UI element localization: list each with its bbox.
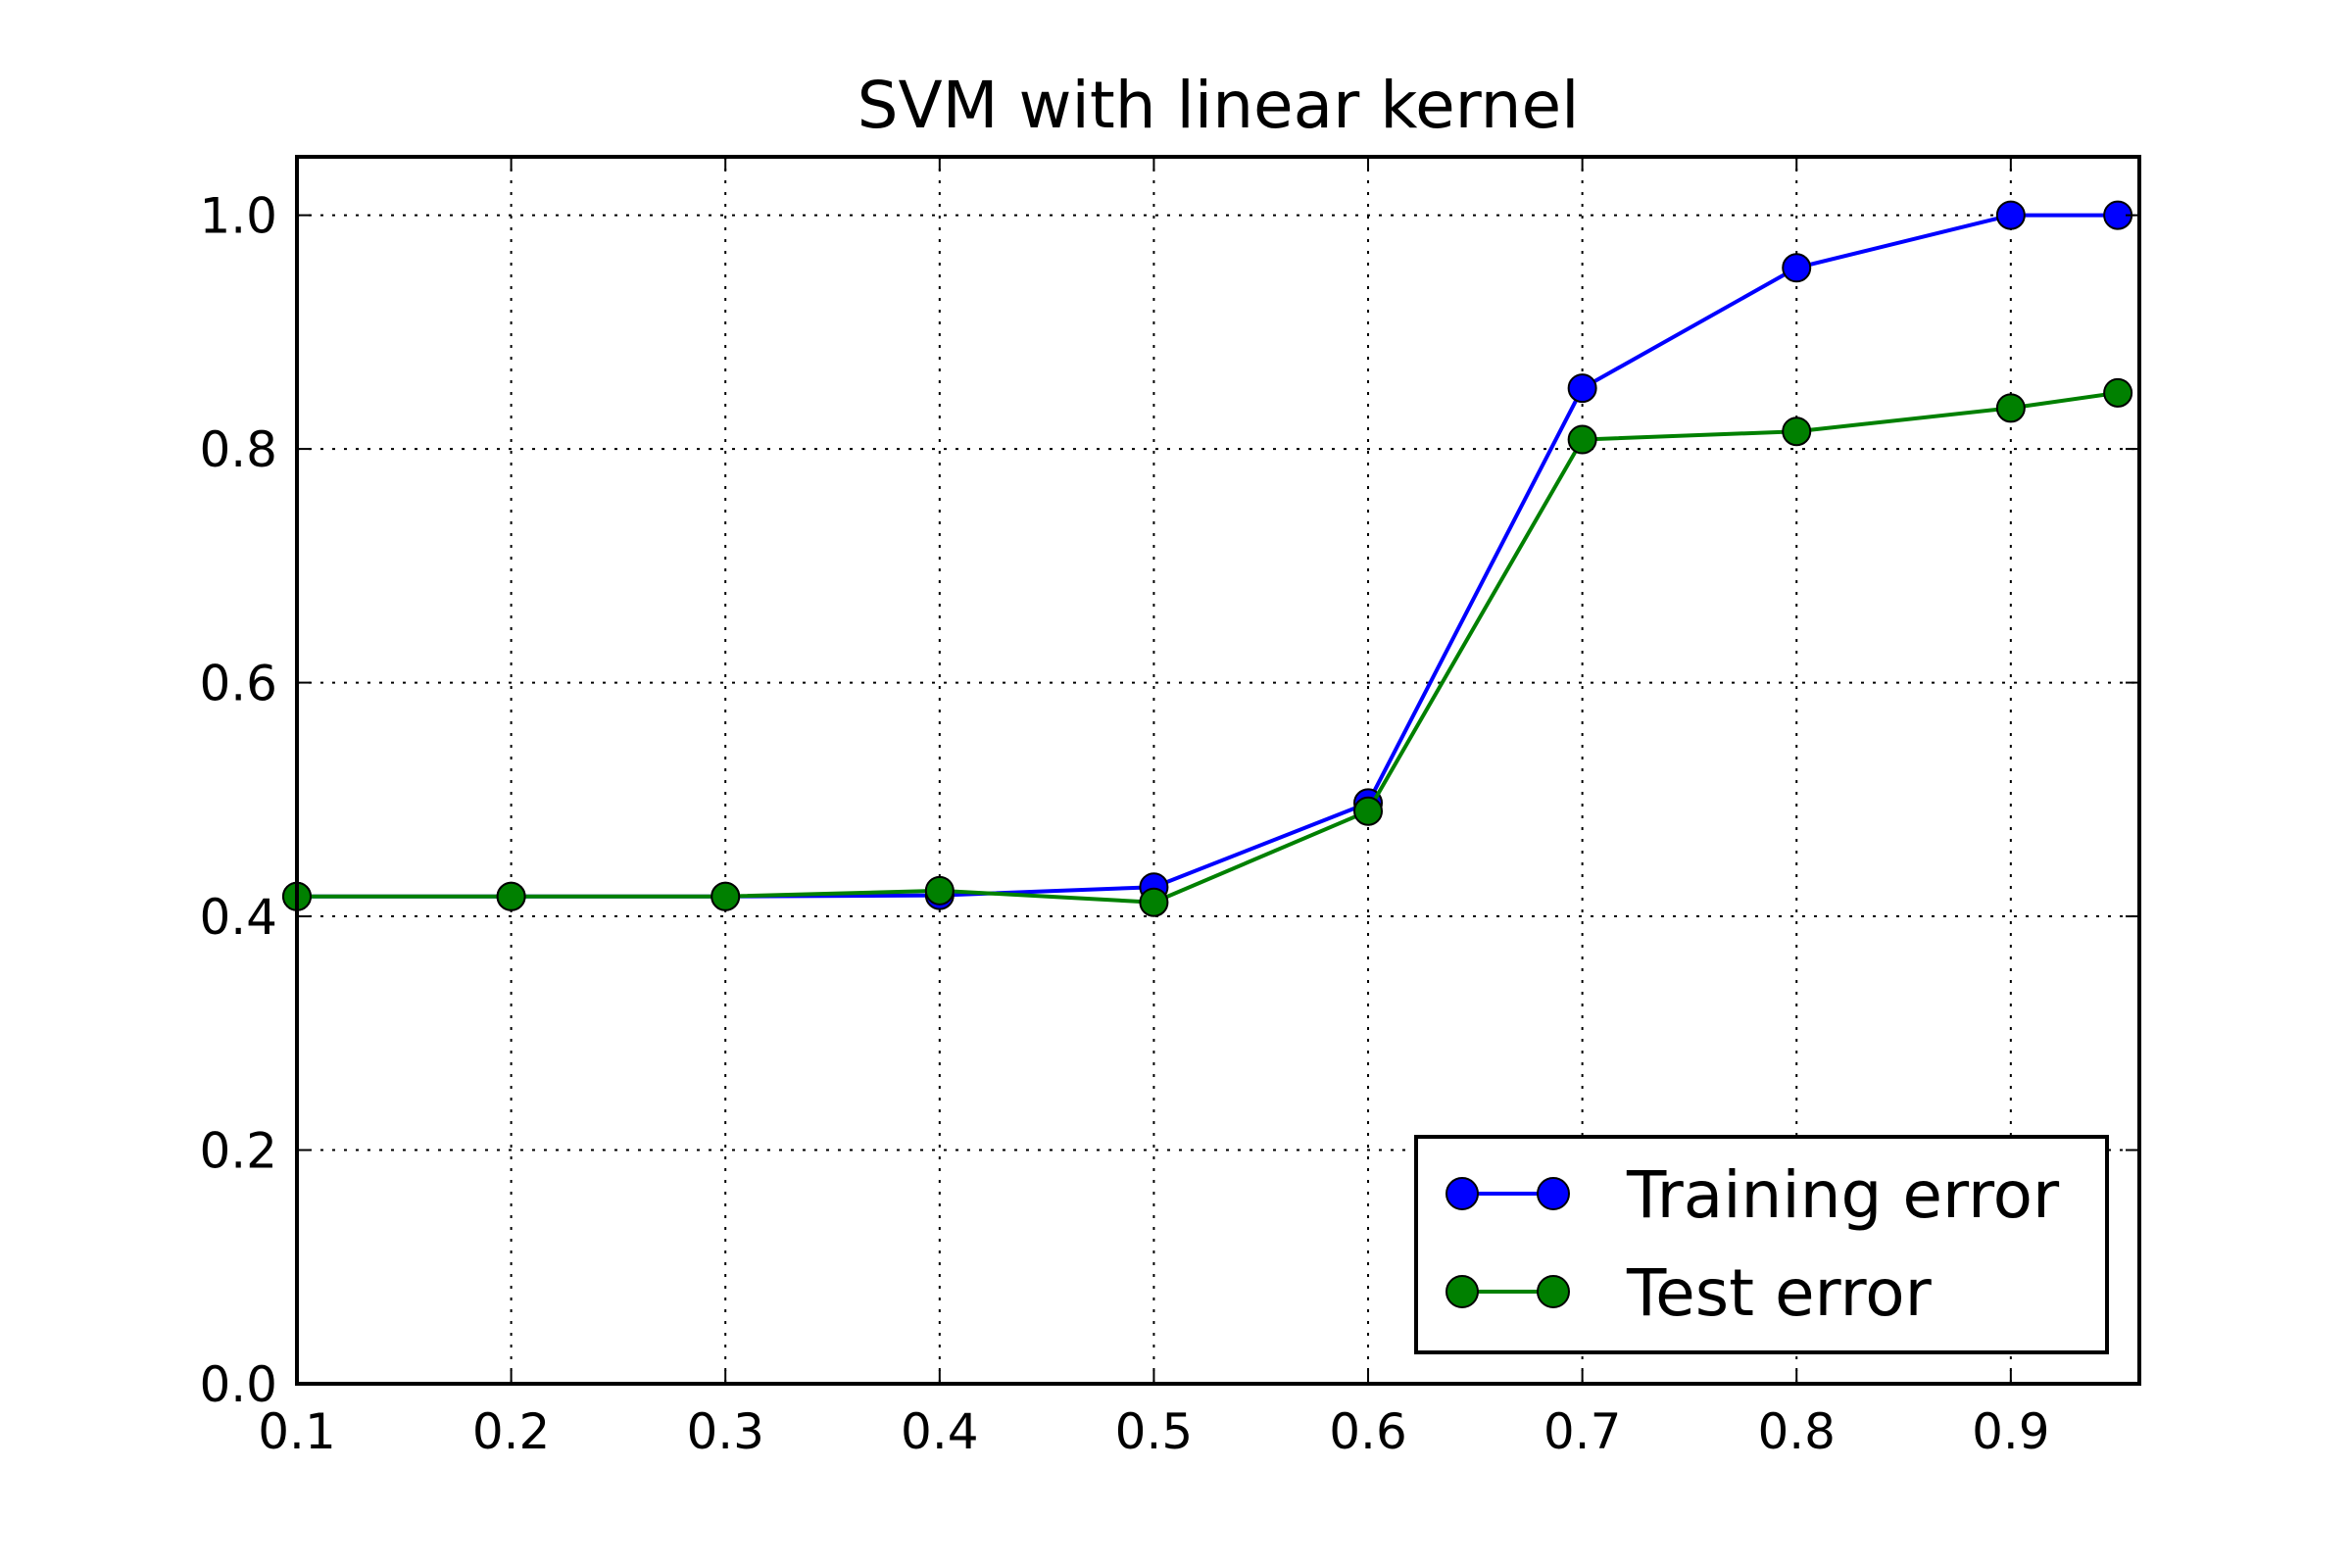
- data-point: [2103, 377, 2133, 408]
- data-point: [1567, 424, 1597, 455]
- data-point: [1995, 200, 2026, 230]
- legend-label: Training error: [1626, 1157, 2060, 1233]
- data-point: [924, 875, 955, 906]
- chart-title: SVM with linear kernel: [858, 68, 1580, 143]
- x-tick-label: 0.1: [258, 1403, 336, 1460]
- y-tick-label: 0.4: [199, 889, 277, 946]
- x-tick-label: 0.8: [1757, 1403, 1836, 1460]
- data-point: [1353, 796, 1384, 826]
- legend-marker: [1446, 1177, 1479, 1210]
- legend: Training error Test error: [1414, 1135, 2109, 1354]
- x-tick-label: 0.5: [1115, 1403, 1194, 1460]
- legend-entry: Training error: [1446, 1157, 2060, 1233]
- x-tick-label: 0.3: [686, 1403, 764, 1460]
- series-1: [282, 377, 2133, 917]
- axis-ticks: 0.1 0.2 0.3 0.4 0.5 0.6 0.7 0.8 0.9 0.0 0.2 0.4 0.6 0…: [199, 157, 2139, 1460]
- y-tick-label: 1.0: [199, 188, 277, 245]
- data-point: [1782, 253, 1812, 283]
- plot-frame: [295, 155, 2141, 1386]
- data-point: [1567, 373, 1597, 404]
- data-point: [496, 881, 526, 911]
- data-point: [1995, 393, 2026, 423]
- y-tick-label: 0.2: [199, 1123, 277, 1180]
- data-point: [1139, 887, 1169, 917]
- series-lines: [282, 200, 2133, 917]
- legend-marker: [1446, 1275, 1479, 1308]
- legend-marker: [1537, 1177, 1570, 1210]
- legend-entry: Test error: [1446, 1255, 1933, 1331]
- x-tick-label: 0.4: [901, 1403, 979, 1460]
- y-tick-label: 0.0: [199, 1356, 277, 1413]
- legend-label: Test error: [1626, 1255, 1933, 1331]
- x-tick-label: 0.6: [1329, 1403, 1407, 1460]
- legend-marker: [1537, 1275, 1570, 1308]
- x-tick-label: 0.9: [1972, 1403, 2050, 1460]
- data-point: [1782, 416, 1812, 447]
- x-tick-label: 0.2: [472, 1403, 551, 1460]
- x-tick-label: 0.7: [1544, 1403, 1622, 1460]
- data-point: [710, 881, 741, 911]
- series-line: [297, 390, 2119, 905]
- legend-frame: [1414, 1135, 2109, 1354]
- y-tick-label: 0.6: [199, 656, 277, 712]
- y-tick-label: 0.8: [199, 421, 277, 478]
